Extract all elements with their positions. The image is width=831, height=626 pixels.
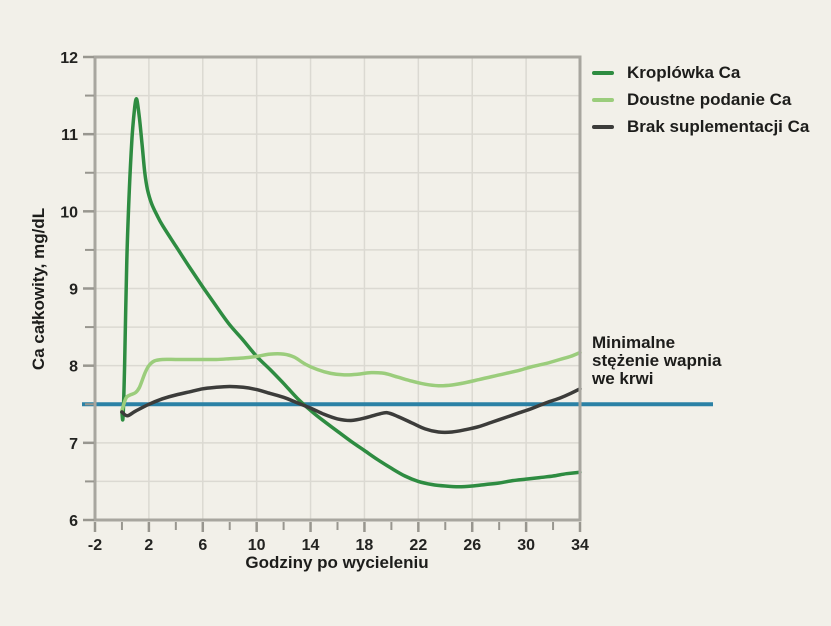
legend-line-icon-doustne [592,97,614,102]
x-tick-label: -2 [88,537,102,554]
y-axis-title: Ca całkowity, mg/dL [29,207,48,371]
threshold-annotation: Minimalne stężenie wapnia we krwi [592,334,721,388]
x-tick-label: 30 [517,537,535,554]
y-tick-label: 6 [69,513,78,530]
x-tick-label: 14 [302,537,320,554]
x-tick-label: 22 [409,537,427,554]
legend-line-icon-brak [592,124,614,129]
x-axis-title: Godziny po wycieleniu [245,553,429,572]
x-tick-label: 2 [144,537,153,554]
legend-item-brak: Brak suplementacji Ca [592,113,809,140]
y-tick-label: 11 [61,127,78,144]
legend-label-brak: Brak suplementacji Ca [627,116,810,136]
series-line-0 [120,97,582,489]
series-line-2 [120,384,582,435]
threshold-annotation-line1: Minimalne [592,333,676,352]
series-line-1 [120,350,582,413]
legend-label-kroplowka: Kroplówka Ca [627,62,741,82]
legend-line-icon-kroplowka [592,70,614,75]
x-tick-label: 6 [198,537,207,554]
legend-item-doustne: Doustne podanie Ca [592,86,809,113]
x-tick-label: 34 [571,537,589,554]
legend-item-kroplowka: Kroplówka Ca [592,59,809,86]
threshold-annotation-line3: we krwi [592,369,654,388]
y-tick-label: 9 [69,282,78,299]
y-tick-label: 8 [69,359,78,376]
y-tick-label: 12 [60,50,78,67]
threshold-annotation-line2: stężenie wapnia [592,351,722,370]
legend-label-doustne: Doustne podanie Ca [627,89,792,109]
legend: Kroplówka Ca Doustne podanie Ca Brak sup… [592,59,809,140]
x-tick-label: 10 [248,537,266,554]
y-tick-label: 10 [60,204,78,221]
x-tick-label: 26 [463,537,481,554]
x-tick-label: 18 [356,537,374,554]
y-tick-label: 7 [69,436,78,453]
